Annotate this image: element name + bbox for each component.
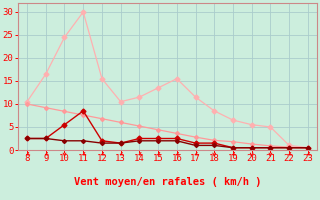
X-axis label: Vent moyen/en rafales ( km/h ): Vent moyen/en rafales ( km/h ) (74, 177, 261, 187)
